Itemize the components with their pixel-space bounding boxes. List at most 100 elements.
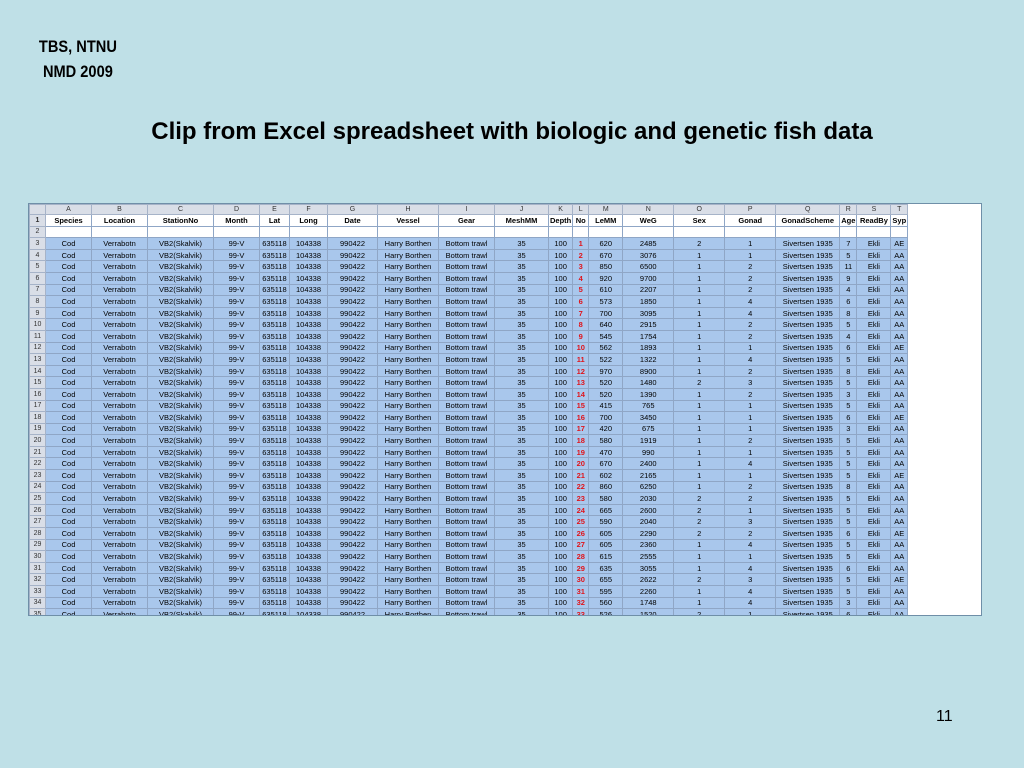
empty-cell[interactable] <box>377 225 439 239</box>
row-number[interactable]: 33 <box>29 585 46 598</box>
syp-cell[interactable]: AA <box>890 248 909 262</box>
lat-cell[interactable]: 635118 <box>259 295 290 308</box>
species-cell[interactable]: Cod <box>45 318 92 331</box>
species-cell[interactable]: Cod <box>45 364 92 378</box>
vessel-cell[interactable]: Harry Borthen <box>377 260 439 273</box>
gear-cell[interactable]: Bottom trawl <box>438 306 495 320</box>
row-number[interactable]: 2 <box>29 225 46 239</box>
station-cell[interactable]: VB2(Skalvik) <box>147 387 214 401</box>
gonad-cell[interactable]: 1 <box>724 469 777 482</box>
long-cell[interactable]: 104338 <box>289 387 328 401</box>
weight-cell[interactable]: 2485 <box>622 237 675 250</box>
month-cell[interactable]: 99-V <box>213 295 260 308</box>
no-cell[interactable]: 9 <box>572 329 590 343</box>
length-cell[interactable]: 655 <box>588 573 624 586</box>
gonad-scheme-cell[interactable]: Sivertsen 1935 <box>775 445 841 459</box>
mesh-cell[interactable]: 35 <box>494 329 549 343</box>
syp-cell[interactable]: AA <box>890 364 909 378</box>
no-cell[interactable]: 10 <box>572 341 590 355</box>
syp-cell[interactable]: AA <box>890 561 909 575</box>
species-cell[interactable]: Cod <box>45 376 92 389</box>
depth-cell[interactable]: 100 <box>547 399 574 413</box>
date-cell[interactable]: 990422 <box>327 573 378 586</box>
syp-cell[interactable]: AA <box>890 271 909 285</box>
month-cell[interactable]: 99-V <box>213 399 260 413</box>
empty-cell[interactable] <box>839 225 858 239</box>
gonad-cell[interactable]: 3 <box>724 573 777 586</box>
sex-cell[interactable]: 1 <box>673 260 726 273</box>
date-cell[interactable]: 990422 <box>327 376 378 389</box>
row-number[interactable]: 31 <box>29 561 46 575</box>
depth-cell[interactable]: 100 <box>547 376 574 389</box>
weight-cell[interactable]: 1322 <box>622 353 675 366</box>
column-letter-c[interactable]: C <box>147 204 214 215</box>
length-cell[interactable]: 850 <box>588 260 624 273</box>
location-cell[interactable]: Verrabotn <box>91 248 148 262</box>
gear-cell[interactable]: Bottom trawl <box>438 561 495 575</box>
date-cell[interactable]: 990422 <box>327 306 378 320</box>
species-cell[interactable]: Cod <box>45 306 92 320</box>
month-cell[interactable]: 99-V <box>213 283 260 297</box>
row-number[interactable]: 27 <box>29 515 46 529</box>
date-cell[interactable]: 990422 <box>327 469 378 482</box>
length-cell[interactable]: 520 <box>588 387 624 401</box>
weight-cell[interactable]: 2290 <box>622 527 675 540</box>
read-by-cell[interactable]: Ekli <box>856 364 892 378</box>
gonad-scheme-cell[interactable]: Sivertsen 1935 <box>775 503 841 517</box>
gonad-scheme-cell[interactable]: Sivertsen 1935 <box>775 596 841 610</box>
lat-cell[interactable]: 635118 <box>259 538 290 552</box>
row-number[interactable]: 35 <box>29 608 46 615</box>
mesh-cell[interactable]: 35 <box>494 538 549 552</box>
species-cell[interactable]: Cod <box>45 434 92 447</box>
gear-cell[interactable]: Bottom trawl <box>438 445 495 459</box>
species-cell[interactable]: Cod <box>45 515 92 529</box>
age-cell[interactable]: 5 <box>839 538 858 552</box>
sex-cell[interactable]: 1 <box>673 457 726 471</box>
no-cell[interactable]: 29 <box>572 561 590 575</box>
lat-cell[interactable]: 635118 <box>259 411 290 424</box>
syp-cell[interactable]: AA <box>890 596 909 610</box>
date-cell[interactable]: 990422 <box>327 341 378 355</box>
gear-cell[interactable]: Bottom trawl <box>438 283 495 297</box>
column-letter-l[interactable]: L <box>572 204 590 215</box>
syp-cell[interactable]: AA <box>890 306 909 320</box>
species-cell[interactable]: Cod <box>45 550 92 563</box>
mesh-cell[interactable]: 35 <box>494 585 549 598</box>
long-cell[interactable]: 104338 <box>289 295 328 308</box>
gear-cell[interactable]: Bottom trawl <box>438 515 495 529</box>
column-letter-h[interactable]: H <box>377 204 439 215</box>
date-cell[interactable]: 990422 <box>327 260 378 273</box>
gear-cell[interactable]: Bottom trawl <box>438 469 495 482</box>
long-cell[interactable]: 104338 <box>289 457 328 471</box>
station-cell[interactable]: VB2(Skalvik) <box>147 561 214 575</box>
sex-cell[interactable]: 1 <box>673 399 726 413</box>
date-cell[interactable]: 990422 <box>327 596 378 610</box>
gonad-cell[interactable]: 4 <box>724 561 777 575</box>
long-cell[interactable]: 104338 <box>289 399 328 413</box>
gonad-cell[interactable]: 1 <box>724 237 777 250</box>
age-cell[interactable]: 9 <box>839 271 858 285</box>
gear-cell[interactable]: Bottom trawl <box>438 364 495 378</box>
month-cell[interactable]: 99-V <box>213 480 260 494</box>
gear-cell[interactable]: Bottom trawl <box>438 411 495 424</box>
syp-cell[interactable]: AE <box>890 469 909 482</box>
column-letter-n[interactable]: N <box>622 204 675 215</box>
month-cell[interactable]: 99-V <box>213 353 260 366</box>
gear-cell[interactable]: Bottom trawl <box>438 353 495 366</box>
vessel-cell[interactable]: Harry Borthen <box>377 387 439 401</box>
mesh-cell[interactable]: 35 <box>494 248 549 262</box>
syp-cell[interactable]: AA <box>890 608 909 615</box>
length-cell[interactable]: 520 <box>588 376 624 389</box>
no-cell[interactable]: 6 <box>572 295 590 308</box>
length-cell[interactable]: 590 <box>588 515 624 529</box>
depth-cell[interactable]: 100 <box>547 341 574 355</box>
syp-cell[interactable]: AA <box>890 318 909 331</box>
month-cell[interactable]: 99-V <box>213 457 260 471</box>
date-cell[interactable]: 990422 <box>327 318 378 331</box>
column-letter-i[interactable]: I <box>438 204 495 215</box>
gonad-scheme-cell[interactable]: Sivertsen 1935 <box>775 515 841 529</box>
lat-cell[interactable]: 635118 <box>259 318 290 331</box>
long-cell[interactable]: 104338 <box>289 469 328 482</box>
date-cell[interactable]: 990422 <box>327 353 378 366</box>
length-cell[interactable]: 562 <box>588 341 624 355</box>
